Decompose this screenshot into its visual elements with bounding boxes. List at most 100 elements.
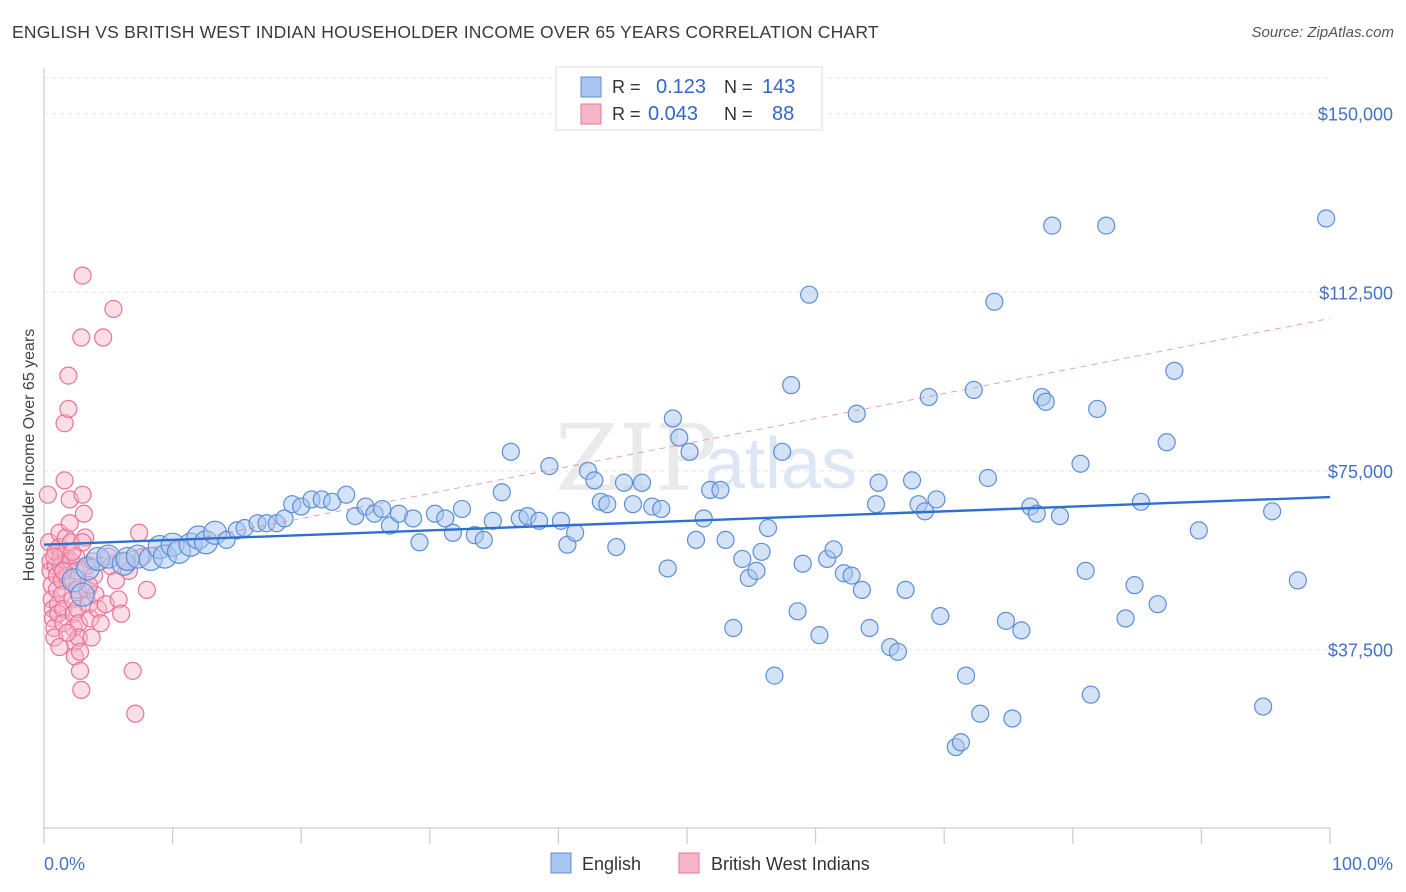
bwi-point [70,642,90,661]
legend-bwi-n-label: N = [724,104,753,124]
english-point [1050,506,1070,526]
bwi-point [58,623,77,642]
english-point [686,530,706,550]
english-point [758,518,778,538]
english-point [632,473,652,492]
english-point [971,704,990,723]
trend-lines [43,317,1331,569]
bwi-trend-line [43,317,1331,569]
english-point [996,611,1016,630]
bwi-point [74,504,93,523]
english-point [852,580,871,600]
bwi-point [126,704,145,723]
english-point [322,492,342,511]
english-point [919,387,938,407]
english-point [847,404,866,423]
bwi-point [59,399,78,419]
source-label: Source: ZipAtlas.com [1251,24,1394,41]
english-point [607,537,626,557]
english-point [585,471,604,490]
english-point [927,490,946,509]
english-point [337,485,356,504]
y-axis-label: Householder Income Over 65 years [21,329,38,582]
legend-bwi-r-label: R = [612,104,641,124]
english-point [614,473,634,492]
english-point [747,561,766,580]
legend-english-n-value: 143 [762,76,795,98]
english-point [373,499,392,519]
bwi-point [91,614,110,633]
english-point [1125,576,1144,595]
english-point [275,509,294,528]
english-point [782,376,801,395]
english-point [860,618,879,638]
english-point [1288,571,1307,590]
english-point [501,442,520,461]
english-point [1148,595,1167,614]
english-point [680,442,699,461]
english-point [663,409,682,428]
english-point [443,523,463,542]
english-point [1131,492,1151,511]
bwi-point [109,590,128,609]
bwi-point [73,266,92,285]
english-point [483,511,502,530]
english-point [452,499,472,519]
english-point [1071,454,1090,473]
english-point [931,606,950,626]
english-point [1317,209,1336,228]
english-point [566,523,585,542]
bwi-point [59,366,78,385]
english-point [1043,216,1062,235]
legend-top: R = 0.123 N = 143 R = 0.043 N = 88 [555,66,823,131]
legend-bottom-bwi-swatch [678,852,700,874]
legend-bottom: English British West Indians [550,852,870,874]
legend-bottom-english-label: English [582,854,641,874]
bwi-point [69,628,88,647]
y-tick-label: $112,500 [1319,283,1393,303]
english-point [842,566,861,585]
english-point [752,542,771,561]
english-point [410,533,429,552]
english-point [694,509,713,528]
english-trend-line [43,495,1331,546]
bwi-point [104,299,123,319]
bwi-point [60,514,79,533]
english-point [623,495,643,514]
legend-english-r-value: 0.123 [656,76,706,98]
bwi-point [70,661,90,680]
watermark-atlas: atlas [705,424,857,504]
legend-english-n-label: N = [724,77,753,97]
legend-bottom-bwi-label: British West Indians [711,854,870,874]
axes [43,68,1331,844]
english-point [1097,216,1116,235]
bwi-point [73,485,92,504]
legend-english-swatch [580,76,602,98]
english-point [492,483,511,502]
bwi-point [130,523,149,542]
bwi-point [137,580,156,600]
english-point [1003,709,1022,728]
english-point [902,471,922,490]
english-point [403,509,423,528]
english-point [733,549,752,569]
chart-title: ENGLISH VS BRITISH WEST INDIAN HOUSEHOLD… [12,22,879,42]
legend-english-r-label: R = [612,77,641,97]
english-point [474,530,493,550]
english-point [1027,504,1046,523]
tick-labels: $37,500 $75,000 $112,500 $150,000 0.0% 100.0% [44,105,1393,874]
english-point [436,509,455,528]
series-english-points [61,209,1336,757]
legend-bwi-swatch [580,103,602,125]
bwi-point [55,471,74,490]
bwi-point [72,680,91,700]
english-point [1165,361,1184,380]
english-point [70,582,95,607]
bwi-point [50,637,69,657]
bwi-point [81,609,100,628]
x-tick-label-min: 0.0% [44,854,85,874]
bwi-point [72,328,91,347]
english-point [793,554,812,573]
y-tick-label: $37,500 [1328,640,1393,660]
english-point [773,442,792,461]
